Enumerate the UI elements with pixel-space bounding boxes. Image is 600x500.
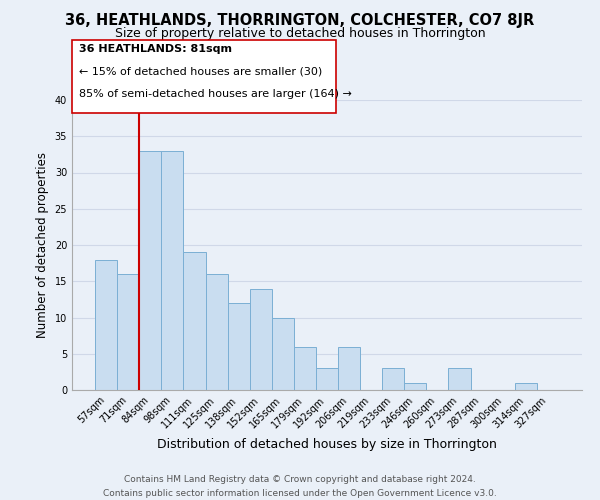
Bar (117, 274, 139, 390)
Text: 36, HEATHLANDS, THORRINGTON, COLCHESTER, CO7 8JR: 36, HEATHLANDS, THORRINGTON, COLCHESTER,… (65, 12, 535, 28)
Bar (316, 368, 338, 390)
Bar (184, 252, 206, 390)
Text: ← 15% of detached houses are smaller (30): ← 15% of detached houses are smaller (30… (79, 66, 322, 76)
Bar (338, 346, 360, 390)
Text: Size of property relative to detached houses in Thorrington: Size of property relative to detached ho… (115, 28, 485, 40)
Bar (515, 383, 537, 390)
Text: 85% of semi-detached houses are larger (164) →: 85% of semi-detached houses are larger (… (79, 89, 352, 99)
Bar (448, 368, 470, 390)
Bar (139, 151, 161, 390)
Bar (161, 151, 184, 390)
Bar (382, 368, 404, 390)
Y-axis label: Number of detached properties: Number of detached properties (36, 152, 49, 338)
Bar (95, 260, 117, 390)
Text: Contains HM Land Registry data © Crown copyright and database right 2024.
Contai: Contains HM Land Registry data © Crown c… (103, 476, 497, 498)
Bar (404, 383, 427, 390)
Bar (250, 288, 272, 390)
Bar (206, 274, 227, 390)
Bar (227, 303, 250, 390)
Bar (294, 346, 316, 390)
Bar (272, 318, 294, 390)
X-axis label: Distribution of detached houses by size in Thorrington: Distribution of detached houses by size … (157, 438, 497, 451)
Text: 36 HEATHLANDS: 81sqm: 36 HEATHLANDS: 81sqm (79, 44, 232, 54)
